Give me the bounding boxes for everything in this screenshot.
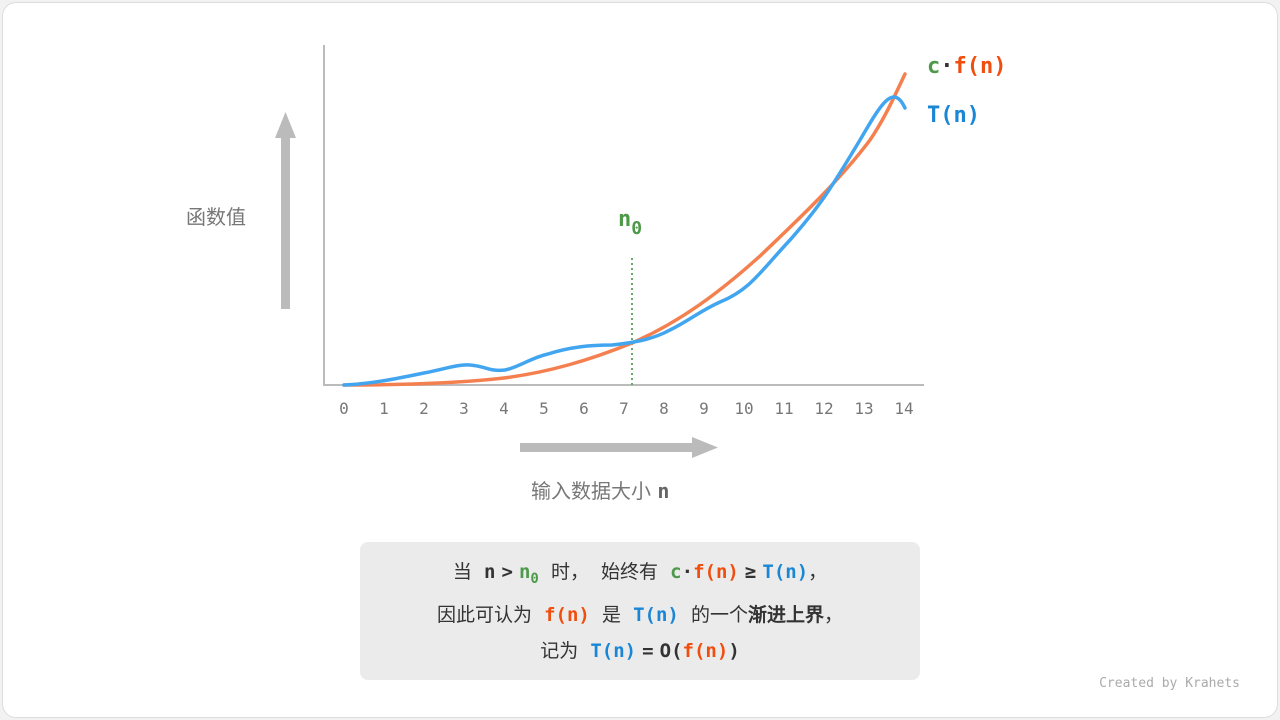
line-1: 当 n > n0 时， 始终有 c·f(n) ≥ T(n)， [452,561,828,587]
x-tick-label: 1 [379,399,389,418]
x-tick-label: 13 [854,399,873,418]
x-tick-label: 3 [459,399,469,418]
legend-tn: T(n) [927,103,980,128]
x-tick-label: 7 [619,399,629,418]
line-2: 因此可认为 f(n) 是 T(n) 的一个渐进上界， [437,604,843,626]
x-tick-label: 11 [774,399,793,418]
tn-curve [342,95,907,387]
x-axis-var: n [657,479,670,503]
cf-curve [342,72,907,387]
x-tick-label: 4 [499,399,509,418]
up-arrow [275,112,296,309]
x-tick-label: 5 [539,399,549,418]
n0-label: n0 [618,207,642,239]
x-axis-label: 输入数据大小 n [531,475,669,504]
y-axis-label: 函数值 [186,205,246,229]
line-3: 记为 T(n) = O(f(n)) [540,640,740,662]
x-tick-label: 2 [419,399,429,418]
explanation-box: 当 n > n0 时， 始终有 c·f(n) ≥ T(n)， 因此可认为 f(n… [360,542,920,680]
credit: Created by Krahets [1099,676,1240,691]
x-tick-label: 10 [734,399,753,418]
x-tick-label: 8 [659,399,669,418]
x-tick-label: 9 [699,399,709,418]
x-tick-label: 0 [339,399,349,418]
x-tick-label: 12 [814,399,833,418]
x-axis-label-text: 输入数据大小 [531,479,651,503]
x-tick-label: 14 [894,399,913,418]
legend-cf: c·f(n) [927,54,1006,79]
x-tick-label: 6 [579,399,589,418]
right-arrow [520,437,718,458]
